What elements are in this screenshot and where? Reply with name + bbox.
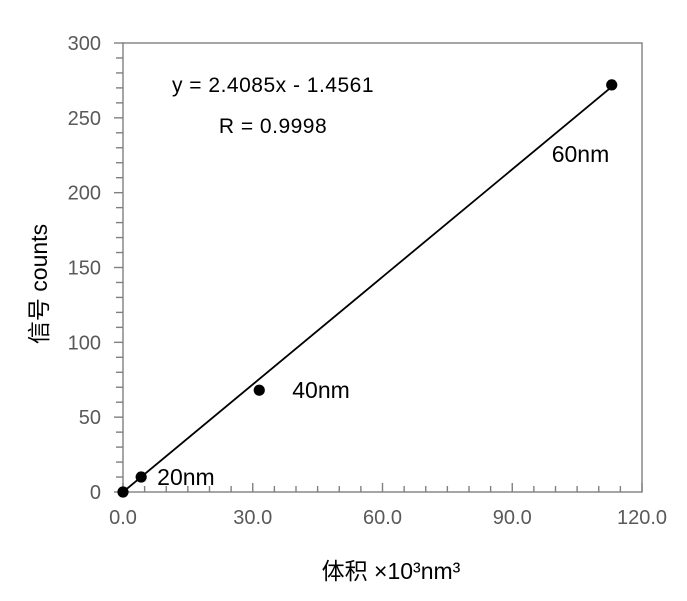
y-tick-label: 150 [68, 258, 101, 280]
y-axis-title: 信号 counts [26, 223, 52, 345]
data-point [253, 384, 265, 396]
y-tick-label: 50 [79, 407, 101, 429]
x-tick-label: 0.0 [109, 507, 137, 529]
data-point [135, 471, 147, 483]
x-tick-label: 30.0 [233, 507, 272, 529]
y-tick-label: 0 [90, 482, 101, 504]
y-tick-label: 100 [68, 332, 101, 354]
x-axis-title: 体积 ×10³nm³ [321, 558, 461, 584]
trendline [122, 86, 613, 493]
r-value-label: R = 0.9998 [218, 115, 328, 138]
point-label: 40nm [292, 377, 350, 403]
trendline-equation: y = 2.4085x - 1.4561 [171, 74, 375, 97]
y-tick-label: 200 [68, 183, 101, 205]
y-tick-label: 250 [68, 108, 101, 130]
plot-border [122, 42, 643, 493]
x-tick-label: 120.0 [617, 507, 667, 529]
point-label: 60nm [552, 141, 610, 167]
point-label: 20nm [157, 464, 215, 490]
x-tick-label: 60.0 [363, 507, 402, 529]
data-point [117, 486, 129, 498]
y-tick-label: 300 [68, 33, 101, 55]
x-tick-label: 90.0 [493, 507, 532, 529]
data-point [606, 79, 618, 91]
